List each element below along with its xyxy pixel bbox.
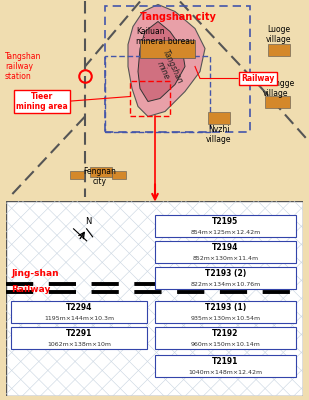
- FancyBboxPatch shape: [208, 112, 230, 124]
- Polygon shape: [128, 4, 205, 116]
- FancyBboxPatch shape: [155, 355, 296, 377]
- Text: 960m×150m×10.14m: 960m×150m×10.14m: [190, 342, 260, 348]
- Text: 1195m×144m×10.3m: 1195m×144m×10.3m: [44, 316, 114, 322]
- Text: T2191: T2191: [212, 358, 239, 366]
- Text: Tangshan
railway
station: Tangshan railway station: [5, 52, 41, 81]
- Text: Tangshan
mine: Tangshan mine: [151, 48, 184, 89]
- Text: N: N: [86, 217, 92, 226]
- FancyBboxPatch shape: [6, 201, 303, 396]
- Text: T2195: T2195: [212, 217, 239, 226]
- Text: Fengnan
city: Fengnan city: [83, 166, 116, 186]
- Text: T2193 (1): T2193 (1): [205, 304, 246, 312]
- FancyBboxPatch shape: [11, 301, 147, 323]
- Text: Railway: Railway: [241, 74, 275, 83]
- FancyBboxPatch shape: [140, 40, 195, 58]
- Text: T2192: T2192: [212, 330, 239, 338]
- FancyBboxPatch shape: [268, 44, 290, 56]
- Text: Tieer
mining area: Tieer mining area: [16, 92, 68, 111]
- Text: Nvzhi
village: Nvzhi village: [206, 125, 232, 144]
- Text: Luoge
village: Luoge village: [266, 25, 292, 44]
- FancyBboxPatch shape: [155, 301, 296, 323]
- Text: T2193 (2): T2193 (2): [205, 269, 246, 278]
- Text: 854m×125m×12.42m: 854m×125m×12.42m: [190, 230, 260, 235]
- Text: 1062m×138m×10m: 1062m×138m×10m: [47, 342, 111, 348]
- FancyBboxPatch shape: [90, 166, 112, 176]
- Text: Jing-shan: Jing-shan: [11, 269, 59, 278]
- FancyBboxPatch shape: [70, 170, 84, 178]
- Text: T2291: T2291: [66, 330, 92, 338]
- Text: T2294: T2294: [66, 304, 92, 312]
- Text: 852m×130m×11.4m: 852m×130m×11.4m: [192, 256, 258, 261]
- FancyBboxPatch shape: [11, 327, 147, 349]
- Text: Dafengge
village: Dafengge village: [257, 79, 294, 98]
- Text: Tangshan city: Tangshan city: [140, 12, 216, 22]
- FancyBboxPatch shape: [155, 267, 296, 289]
- Text: T2194: T2194: [212, 243, 239, 252]
- Polygon shape: [138, 22, 185, 102]
- Text: 935m×130m×10.54m: 935m×130m×10.54m: [190, 316, 260, 322]
- Text: 1040m×148m×12.42m: 1040m×148m×12.42m: [188, 370, 262, 376]
- Text: Kailuan
mineral bureau: Kailuan mineral bureau: [136, 27, 195, 46]
- FancyBboxPatch shape: [265, 96, 290, 108]
- FancyBboxPatch shape: [112, 170, 126, 178]
- FancyBboxPatch shape: [155, 241, 296, 263]
- Text: 822m×134m×10.76m: 822m×134m×10.76m: [190, 282, 260, 287]
- FancyBboxPatch shape: [155, 215, 296, 237]
- Text: Railway: Railway: [11, 285, 51, 294]
- FancyBboxPatch shape: [155, 327, 296, 349]
